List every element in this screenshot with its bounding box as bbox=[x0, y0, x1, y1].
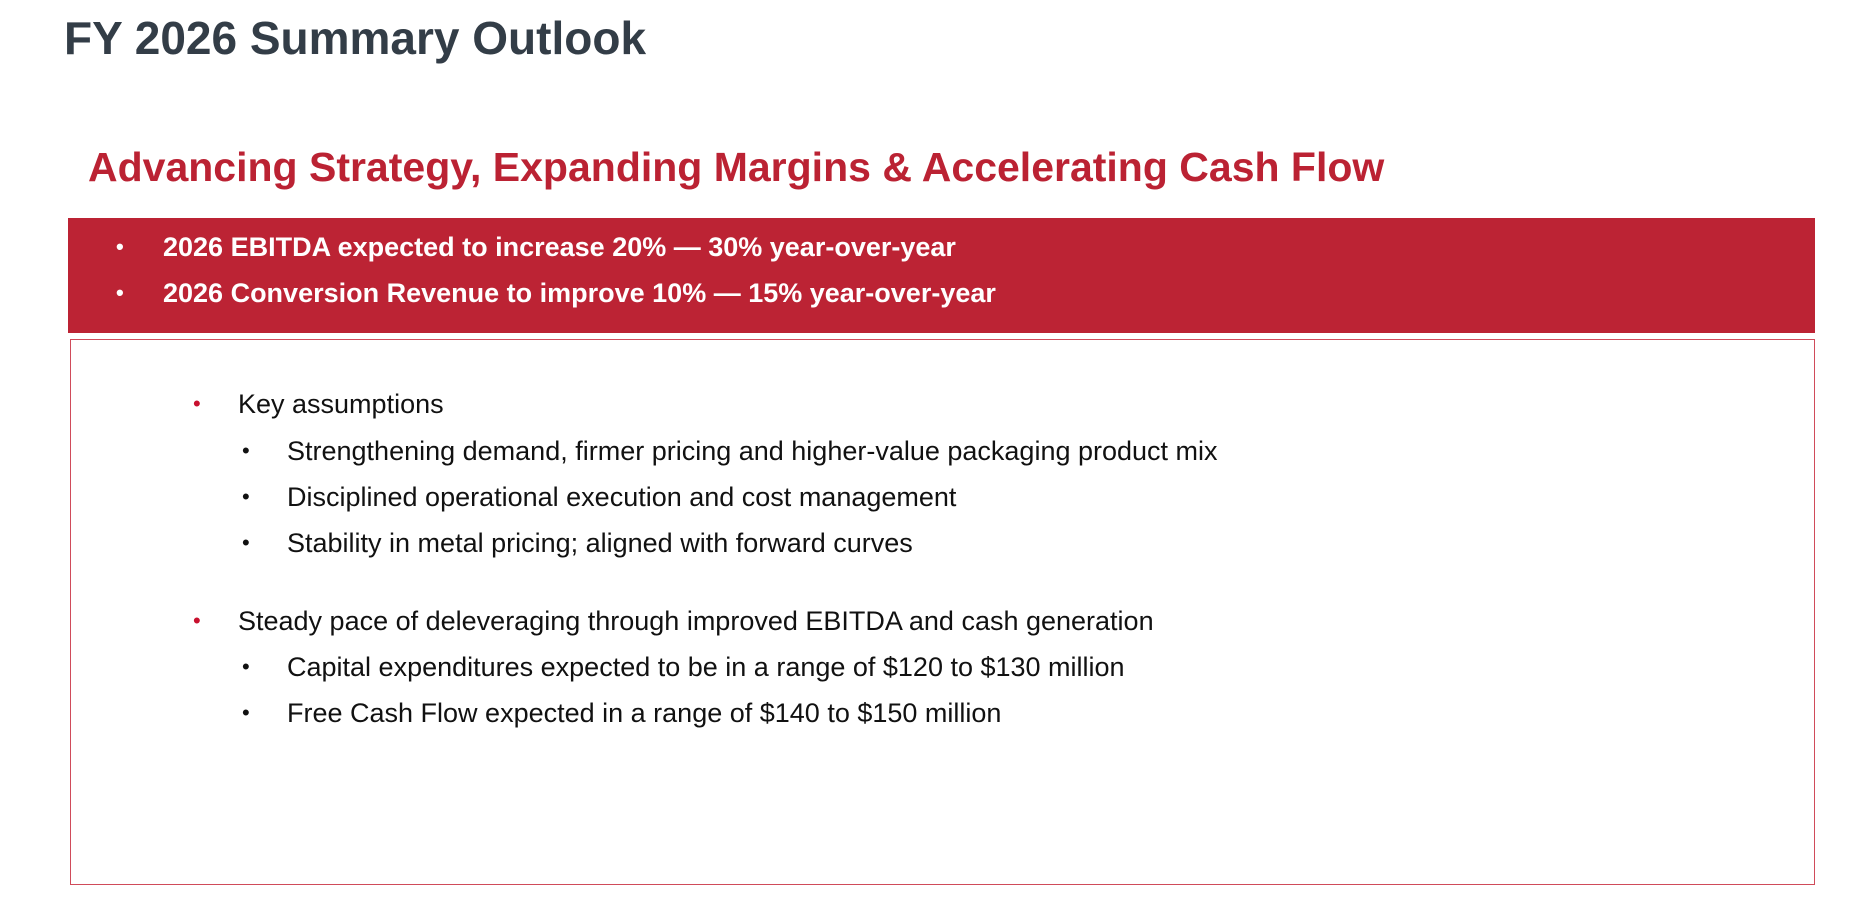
list-item-text: Disciplined operational execution and co… bbox=[287, 482, 957, 512]
banner-bullet-text: 2026 EBITDA expected to increase 20% — 3… bbox=[163, 232, 956, 262]
banner-bullet-text: 2026 Conversion Revenue to improve 10% —… bbox=[163, 278, 996, 308]
banner-bullet: • 2026 EBITDA expected to increase 20% —… bbox=[68, 227, 1815, 267]
banner-bullet: • 2026 Conversion Revenue to improve 10%… bbox=[68, 273, 1815, 313]
highlights-banner: • 2026 EBITDA expected to increase 20% —… bbox=[68, 218, 1815, 333]
bullet-icon: • bbox=[242, 530, 250, 555]
page-title: FY 2026 Summary Outlook bbox=[64, 12, 647, 64]
bullet-icon: • bbox=[242, 484, 250, 509]
list-item-text: Strengthening demand, firmer pricing and… bbox=[287, 436, 1218, 466]
bullet-icon: • bbox=[116, 280, 124, 305]
details-box: • Key assumptions • Strengthening demand… bbox=[70, 339, 1815, 885]
bullet-icon: • bbox=[193, 391, 201, 416]
bullet-icon: • bbox=[116, 234, 124, 259]
bullet-icon: • bbox=[242, 700, 250, 725]
bullet-icon: • bbox=[242, 654, 250, 679]
list-item-text: Stability in metal pricing; aligned with… bbox=[287, 528, 913, 558]
list-item-text: Free Cash Flow expected in a range of $1… bbox=[287, 698, 1002, 728]
section-heading-text: Key assumptions bbox=[238, 389, 444, 419]
list-item-text: Capital expenditures expected to be in a… bbox=[287, 652, 1125, 682]
headline: Advancing Strategy, Expanding Margins & … bbox=[88, 144, 1385, 190]
bullet-icon: • bbox=[242, 438, 250, 463]
bullet-icon: • bbox=[193, 608, 201, 633]
section-heading-text: Steady pace of deleveraging through impr… bbox=[238, 606, 1154, 636]
